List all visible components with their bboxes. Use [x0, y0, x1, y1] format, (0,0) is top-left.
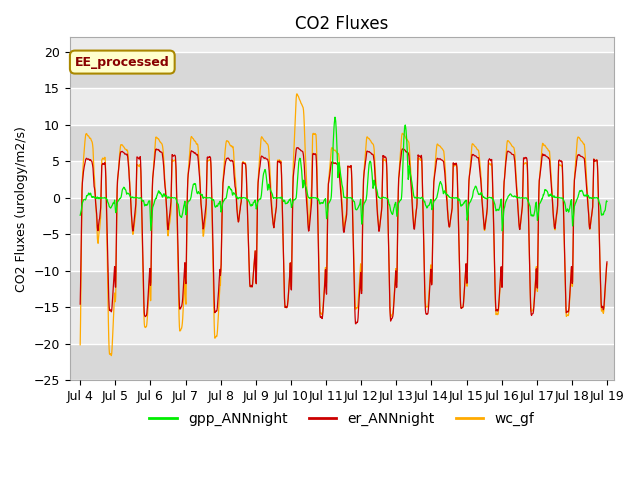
Title: CO2 Fluxes: CO2 Fluxes: [295, 15, 388, 33]
Bar: [70, 198, 614, 234]
Bar: [70, 344, 614, 380]
Y-axis label: CO2 Fluxes (urology/m2/s): CO2 Fluxes (urology/m2/s): [15, 126, 28, 292]
Bar: [70, 125, 614, 161]
Bar: [70, 271, 614, 307]
Legend: gpp_ANNnight, er_ANNnight, wc_gf: gpp_ANNnight, er_ANNnight, wc_gf: [144, 407, 540, 432]
Text: EE_processed: EE_processed: [75, 56, 170, 69]
Bar: [70, 52, 614, 88]
